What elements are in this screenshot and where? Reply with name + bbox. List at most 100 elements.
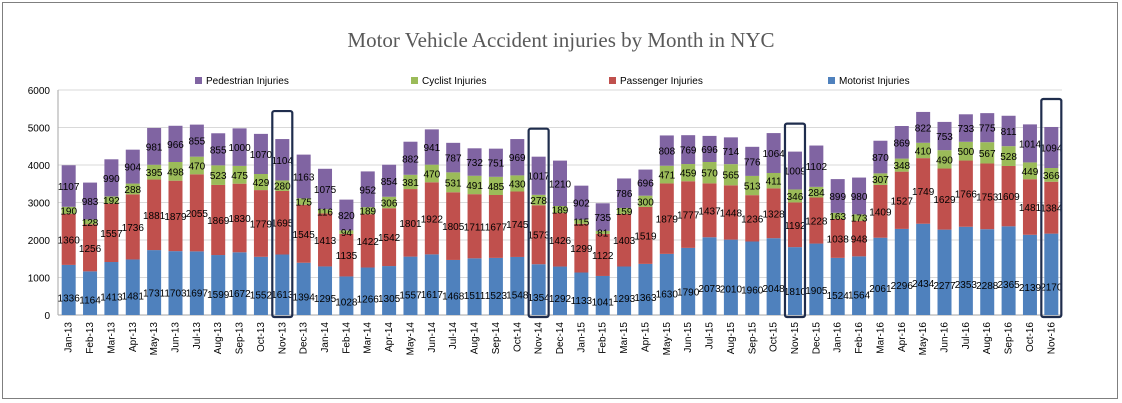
data-label: 2073: [698, 284, 721, 295]
bar-segment: [531, 156, 546, 195]
bar-segment: [553, 205, 567, 214]
data-label: 948: [851, 235, 868, 246]
legend-swatch: [411, 77, 418, 84]
bar-segment: [916, 223, 931, 315]
data-label: 775: [979, 124, 996, 135]
highlight-box: [271, 109, 294, 319]
bar-segment: [488, 257, 503, 315]
x-tick-label: Jan-13: [64, 322, 75, 353]
data-label: 2048: [762, 284, 785, 295]
data-label: 1363: [634, 293, 657, 304]
x-tick-label: Dec-15: [811, 322, 822, 355]
data-label: 855: [210, 145, 227, 156]
x-tick-label: Aug-14: [470, 322, 481, 355]
data-label: 81: [597, 228, 609, 239]
x-tick-label: Feb-16: [854, 322, 865, 354]
data-label: 1192: [784, 221, 806, 232]
bar-segment: [638, 206, 653, 264]
bar-segment: [510, 175, 525, 192]
data-label: 190: [60, 206, 77, 217]
bar-segment: [1044, 181, 1059, 234]
data-label: 498: [167, 167, 184, 178]
data-label: 459: [680, 169, 697, 180]
bar-segment: [937, 229, 952, 315]
bar-segment: [958, 141, 973, 161]
bar-segment: [147, 250, 162, 315]
data-label: 1697: [186, 289, 209, 300]
bar-segment: [638, 263, 653, 315]
data-label: 1481: [1019, 203, 1042, 214]
bar-segment: [296, 262, 311, 315]
x-tick-label: Sep-15: [747, 322, 758, 355]
bar-segment: [574, 223, 589, 273]
bar-segment: [339, 199, 354, 231]
x-tick-label: Oct-13: [256, 322, 267, 352]
legend-label: Motorist Injuries: [839, 76, 910, 87]
data-label: 2139: [1019, 283, 1042, 294]
data-label: 808: [658, 147, 675, 158]
bar-segment: [1022, 124, 1037, 163]
bar-segment: [61, 165, 76, 207]
data-label: 822: [915, 123, 932, 134]
bar-segment: [296, 154, 311, 199]
x-tick-label: Nov-16: [1046, 322, 1057, 355]
data-label: 395: [146, 168, 163, 179]
data-label: 491: [466, 181, 483, 192]
bar-segment: [403, 189, 418, 257]
data-label: 1527: [891, 196, 914, 207]
bar-segment: [617, 178, 632, 208]
x-tick-label: Dec-14: [555, 322, 566, 355]
bar-segment: [488, 148, 503, 177]
data-label: 1122: [592, 251, 614, 262]
bar-segment: [253, 256, 268, 315]
bar-segment: [253, 133, 268, 174]
bar-segment: [232, 183, 247, 253]
data-label: 1236: [741, 214, 764, 225]
bar-segment: [168, 125, 183, 162]
bar-segment: [553, 160, 567, 206]
bar-segment: [937, 168, 952, 230]
data-label: 1403: [613, 236, 636, 247]
bar-segment: [318, 168, 333, 210]
data-label: 1753: [976, 192, 999, 203]
x-tick-label: Jan-16: [833, 322, 844, 353]
bar-segment: [681, 181, 696, 248]
data-label: 513: [744, 182, 761, 193]
data-label: 1292: [549, 294, 572, 305]
bar-segment: [424, 254, 439, 315]
data-label: 1299: [570, 244, 593, 255]
bar-segment: [852, 177, 867, 215]
highlight-box: [527, 127, 550, 319]
bar-segment: [125, 183, 140, 195]
data-label: 2434: [912, 279, 935, 290]
data-label: 2055: [186, 209, 209, 220]
bar-segment: [659, 165, 674, 184]
bar-segment: [617, 266, 632, 315]
bar-segment: [318, 209, 333, 214]
bar-segment: [360, 214, 375, 268]
bar-segment: [296, 198, 311, 205]
bar-segment: [574, 219, 589, 224]
bar-segment: [339, 230, 354, 234]
legend-label: Passenger Injuries: [620, 76, 703, 87]
data-label: 902: [573, 199, 590, 210]
x-tick-label: Oct-14: [512, 322, 523, 352]
data-label: 565: [723, 171, 740, 182]
bar-segment: [510, 256, 525, 315]
bar-segment: [937, 150, 952, 169]
data-label: 1481: [122, 292, 145, 303]
data-label: 1830: [228, 214, 251, 225]
y-tick-label: 1000: [28, 274, 51, 285]
bar-segment: [830, 212, 845, 219]
bar-segment: [1044, 126, 1059, 168]
data-label: 1094: [1040, 143, 1063, 154]
data-label: 2353: [955, 280, 978, 291]
bar-segment: [595, 203, 610, 231]
x-tick-label: Apr-13: [128, 322, 139, 352]
bar-segment: [659, 135, 674, 166]
data-label: 1041: [592, 297, 615, 308]
data-label: 1736: [122, 223, 145, 234]
data-label: 288: [124, 185, 141, 196]
data-label: 1922: [421, 214, 444, 225]
bar-segment: [104, 196, 119, 204]
